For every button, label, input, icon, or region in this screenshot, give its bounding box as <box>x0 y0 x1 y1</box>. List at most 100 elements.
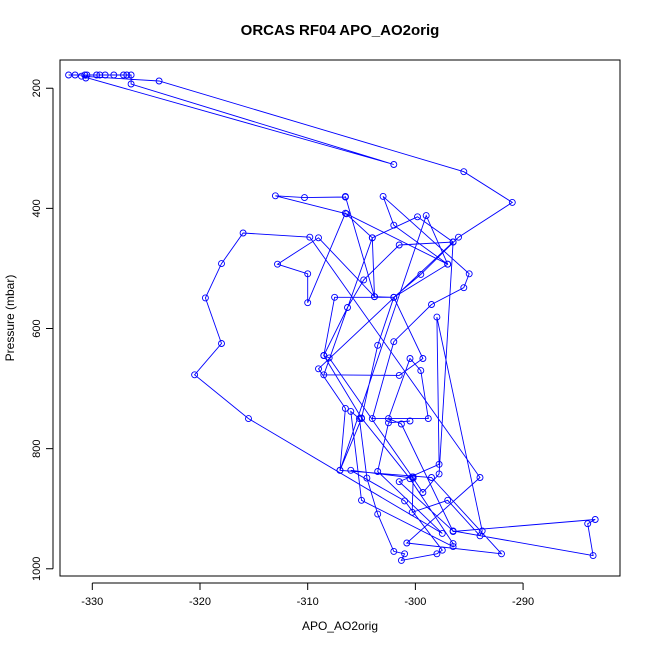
y-tick-label: 400 <box>31 199 43 217</box>
series-line-path <box>68 74 596 562</box>
data-point <box>465 270 473 278</box>
data-point <box>438 529 446 537</box>
plot-frame <box>59 59 621 577</box>
data-point <box>385 415 392 423</box>
data-point <box>406 355 414 362</box>
data-point <box>390 338 398 346</box>
data-point <box>191 371 199 379</box>
data-point <box>374 510 382 518</box>
data-point <box>306 233 314 241</box>
data-point <box>347 466 355 474</box>
data-point <box>374 341 382 349</box>
data-point <box>127 71 135 79</box>
data-point <box>444 496 452 504</box>
data-point <box>444 260 452 268</box>
data-point <box>363 474 371 482</box>
data-point <box>422 212 430 220</box>
data-point <box>449 540 457 548</box>
data-point <box>476 532 484 540</box>
data-point <box>395 371 403 379</box>
data-point <box>82 74 90 82</box>
data-point <box>218 340 225 347</box>
data-point <box>397 556 405 564</box>
data-point <box>201 294 209 302</box>
data-point <box>245 415 252 423</box>
data-point <box>360 276 368 284</box>
data-point <box>239 229 247 237</box>
data-point <box>78 72 85 80</box>
data-point <box>476 474 484 481</box>
y-tick-label: 600 <box>31 319 43 337</box>
data-point <box>343 210 350 218</box>
y-axis: 200 400 600 800 1000 <box>31 79 54 581</box>
data-point <box>414 213 421 221</box>
data-point <box>390 221 398 229</box>
data-point <box>424 415 432 423</box>
data-point <box>584 520 592 528</box>
data-point <box>428 301 435 308</box>
x-tick-label: -330 <box>81 596 103 608</box>
data-point <box>455 233 462 241</box>
data-point <box>395 241 403 249</box>
y-tick-label: 800 <box>31 439 43 457</box>
data-point <box>271 192 279 200</box>
data-point <box>403 539 411 547</box>
data-point <box>368 234 376 242</box>
data-point <box>320 371 328 379</box>
data-point <box>304 270 312 278</box>
data-point <box>331 293 339 301</box>
data-point <box>460 168 468 176</box>
data-point <box>347 407 355 415</box>
data-point <box>96 71 104 79</box>
data-point <box>390 293 398 301</box>
data-point <box>123 71 131 79</box>
data-point <box>419 355 427 362</box>
data-point <box>358 414 365 422</box>
x-tick-label: -300 <box>404 596 426 608</box>
data-point <box>315 234 322 242</box>
data-point <box>127 80 135 88</box>
data-point <box>591 516 599 523</box>
data-point <box>449 527 457 535</box>
data-point <box>320 352 328 359</box>
data-point <box>438 546 446 554</box>
data-point <box>409 474 417 482</box>
data-point <box>433 313 441 321</box>
y-tick-label: 1000 <box>31 557 43 581</box>
series-line <box>68 74 596 562</box>
series-points <box>65 71 599 564</box>
data-point <box>374 468 382 475</box>
data-point <box>379 192 387 200</box>
x-tick-label: -310 <box>297 596 319 608</box>
x-axis: -330 -320 -310 -300 -290 <box>81 582 534 608</box>
data-point <box>371 293 378 301</box>
data-point <box>435 460 443 468</box>
data-point <box>460 284 468 292</box>
data-point <box>81 71 89 79</box>
chart-title: ORCAS RF04 APO_AO2orig <box>241 22 440 39</box>
data-point <box>433 550 441 558</box>
data-point <box>93 71 101 79</box>
data-point <box>341 404 349 412</box>
data-point <box>406 417 414 425</box>
data-point <box>120 71 127 79</box>
data-point <box>417 270 425 278</box>
data-point <box>395 478 403 486</box>
data-point <box>498 550 505 558</box>
data-point <box>65 71 73 79</box>
data-point <box>368 415 376 423</box>
data-point <box>341 193 349 201</box>
data-point <box>304 299 312 307</box>
data-point <box>385 419 392 427</box>
data-point <box>110 71 118 79</box>
data-point <box>508 198 516 206</box>
y-tick-label: 200 <box>31 79 43 97</box>
data-point <box>344 304 351 311</box>
data-point <box>101 71 109 79</box>
data-point <box>449 238 457 246</box>
data-point <box>417 367 425 375</box>
data-point <box>390 547 398 555</box>
x-axis-label: APO_AO2orig <box>302 619 378 633</box>
